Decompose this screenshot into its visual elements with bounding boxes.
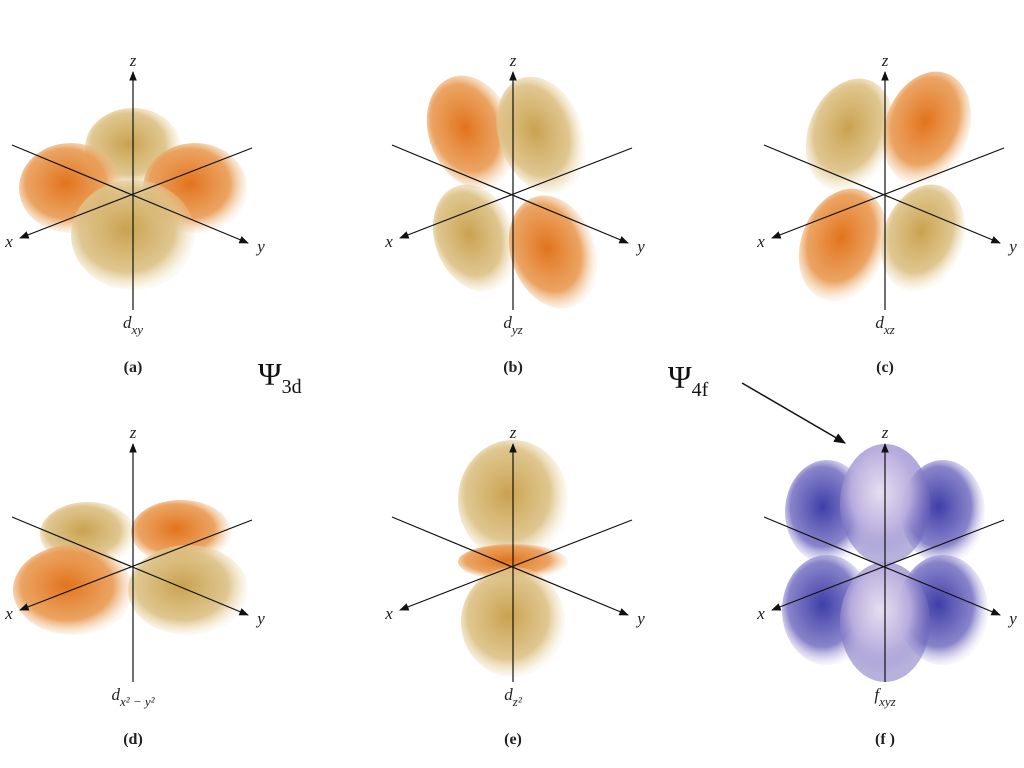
orbital-lobe [882,71,972,185]
orbital-name: dxz [875,313,894,337]
x-axis [19,147,253,239]
panel-letter: (d) [123,731,143,748]
psi-subscript: 3d [282,376,302,398]
orbital-name: fxyz [874,685,895,709]
orbital-symbol: f [874,685,881,704]
orbital-lobe [798,188,888,302]
orbital-symbol: d [504,685,513,704]
panel-letter: (b) [503,359,523,376]
x-axis-label: x [756,232,765,251]
orbital-symbol: d [111,685,120,704]
y-axis-label: y [1007,609,1017,628]
orbital-lobe [496,76,586,194]
z-axis-label: z [129,423,137,442]
z-axis-label: z [509,51,517,70]
orbital-lobe [508,195,598,309]
y-axis-label: y [1007,237,1017,256]
x-axis-label: x [756,604,765,623]
y-axis [11,144,249,244]
orbital-subscript: yz [510,322,523,337]
z-axis-label: z [881,51,889,70]
z-axis-label: z [129,51,137,70]
x-axis [771,147,1005,239]
panel-letter: (a) [124,359,143,376]
x-axis [399,519,633,611]
z-axis-label: z [881,423,889,442]
orbital-panel: z x y fxyz (f ) [756,423,1017,748]
orbital-symbol: d [503,313,512,332]
orbital-subscript: x² − y² [119,694,156,709]
x-axis-label: x [4,604,13,623]
orbital-panel: z x y dyz (b) [384,51,645,376]
y-axis-label: y [635,237,645,256]
wavefunction-label: Ψ3d [258,356,302,398]
x-axis [19,519,253,611]
wavefunction-label: Ψ4f [668,359,709,401]
orbital-subscript: xz [883,322,895,337]
orbital-subscript: xy [130,322,143,337]
psi-subscript: 4f [692,379,709,401]
panel-letter: (e) [504,731,522,748]
panel-letter: (f ) [875,731,895,748]
x-axis-label: x [384,604,393,623]
y-axis [11,516,249,616]
orbital-lobe [805,78,895,192]
orbital-subscript: z² [512,694,523,709]
orbital-panel: z x y dz² (e) [384,423,645,748]
orbital-name: dyz [503,313,522,337]
x-axis [399,147,633,239]
orbital-subscript: xyz [878,694,896,709]
orbital-name: dx² − y² [111,685,155,709]
orbital-name: dxy [123,313,143,337]
orbital-panel: z x y dx² − y² (d) [4,423,265,748]
orbital-lobe [432,184,518,292]
arrow [741,382,847,444]
orbital-lobe [880,184,966,292]
y-axis [763,516,1001,616]
orbital-lobe [426,75,516,189]
y-axis [391,516,629,616]
psi-symbol: Ψ [258,356,282,392]
orbital-symbol: d [123,313,132,332]
y-axis-label: y [635,609,645,628]
x-axis-label: x [384,232,393,251]
y-axis [391,144,629,244]
z-axis-label: z [509,423,517,442]
y-axis-label: y [255,237,265,256]
y-axis [763,144,1001,244]
psi-symbol: Ψ [668,359,692,395]
orbital-panel: z x y dxz (c) [756,51,1017,376]
y-axis-label: y [255,609,265,628]
panel-letter: (c) [876,359,894,376]
orbital-symbol: d [875,313,884,332]
x-axis [771,519,1005,611]
x-axis-label: x [4,232,13,251]
orbital-name: dz² [504,685,523,709]
